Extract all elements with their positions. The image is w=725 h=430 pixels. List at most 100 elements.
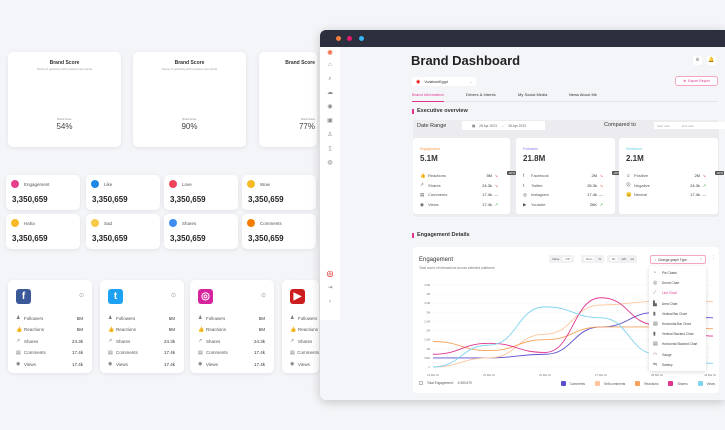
value-toggle[interactable]: Value Off	[549, 255, 575, 263]
menu-item-horizontal-bar-chart[interactable]: ▤ Horizontal Bar Chart	[649, 319, 706, 329]
num-option[interactable]: Num	[584, 257, 595, 261]
export-report-button[interactable]: ⊕ Export Report	[675, 76, 718, 86]
value-off[interactable]: Off	[563, 257, 572, 261]
social-stat-row: 👍 Reactions 5M	[198, 325, 265, 335]
window-dot-orange[interactable]	[336, 36, 341, 41]
gauge-label: Brand Score	[57, 118, 72, 121]
hierarchy-icon[interactable]: ♙	[327, 132, 333, 138]
trend-up-icon: ↗	[599, 202, 603, 208]
instagram-icon: ◎	[523, 191, 527, 197]
eye-icon[interactable]: ◉	[327, 104, 333, 110]
percent-option[interactable]: %	[598, 257, 602, 261]
menu-item-vertical-bar-chart[interactable]: ▮ Vertical Bar Chart	[649, 309, 706, 319]
brain-icon[interactable]: ☁	[327, 90, 333, 96]
row-value: 17.4k	[690, 192, 700, 198]
start-placeholder: Start date	[657, 123, 671, 128]
y-tick-label: 4.5M	[424, 283, 430, 287]
row-label: Facebook	[531, 173, 549, 178]
comments-icon: ▤	[198, 349, 203, 356]
legend-item[interactable]: Self-comments	[594, 381, 625, 386]
menu-item-area-chart[interactable]: ▙ Area Chart	[649, 299, 706, 309]
menu-item-line-chart[interactable]: ⟋ Line Chart	[649, 288, 706, 298]
globe-icon[interactable]: ◍	[327, 160, 333, 166]
social-stat-row: ♟ Followers 5M	[198, 313, 265, 323]
row-value: 26K	[589, 202, 597, 208]
stat-value: 21.8M	[523, 154, 546, 163]
shares-icon	[169, 219, 177, 227]
window-dot-pink[interactable]	[347, 36, 352, 41]
more-icon[interactable]: ⋮	[711, 255, 716, 261]
menu-item-gauge[interactable]: ◠ Gauge	[649, 350, 706, 360]
compare-date-input[interactable]: Start date End date	[654, 122, 725, 129]
stat-row: 😐 Neutral 17.4k —	[626, 190, 708, 199]
social-stat-row: ♟ Followers	[290, 313, 319, 323]
menu-item-vertical-stacked-chart[interactable]: ▮ Vertical Stacked Chart	[649, 329, 706, 339]
home-icon[interactable]: ⌂	[328, 62, 332, 68]
x-tick-label: 26 Mar 22	[539, 373, 551, 377]
stat-label: Followers	[24, 315, 44, 321]
row-label: Twitter	[531, 182, 543, 188]
total-checkbox[interactable]	[419, 381, 423, 385]
social-stat-row: ↗ Shares 24.3k	[198, 336, 265, 346]
date-range-input[interactable]: ▦ 28 Apr 2023 → 28 Apr 2023	[462, 121, 545, 130]
tab-brand-information[interactable]: Brand Information	[412, 92, 444, 102]
time-1d[interactable]: 1d	[630, 257, 634, 261]
stat-value: 17.4k	[163, 350, 175, 355]
trophy-icon[interactable]: ♕	[693, 56, 702, 65]
stat-value: 17.4k	[253, 350, 265, 355]
legend-item[interactable]: Shares	[668, 381, 688, 386]
followers-icon: ♟	[108, 315, 113, 321]
legend-item[interactable]: Reactions	[635, 381, 658, 386]
chart-icon: ◔	[654, 257, 656, 262]
tab-news-about-me[interactable]: News About Me	[569, 92, 598, 97]
tab-my-social-media[interactable]: My Social Media	[518, 92, 548, 97]
num-toggle[interactable]: Num%	[581, 255, 605, 263]
wow-icon	[247, 180, 255, 188]
row-label: Views	[428, 202, 439, 208]
legend-item[interactable]: Views	[697, 381, 715, 386]
menu-item-sankey[interactable]: ⇋ Sankey	[649, 360, 706, 370]
graph-type-select[interactable]: ◔ Change graph Type ⌃	[650, 255, 706, 264]
stat-card-engagement: Engagement 5.1M 👍 Reactions 5M ↘ ↗ Shares 24.3k ↘…	[413, 138, 516, 214]
legend-item[interactable]: Comments	[560, 381, 585, 386]
tile-label: Love	[182, 182, 192, 187]
search-icon[interactable]: ⌕	[328, 76, 332, 82]
stat-key: Followers	[523, 147, 538, 151]
sankey-icon: ⇋	[653, 361, 658, 368]
stat-label: Reactions	[24, 327, 45, 332]
tile-label: Comments	[260, 221, 282, 226]
date-start: 28 Apr 2023	[479, 123, 497, 128]
bell-icon[interactable]: 🔔	[707, 56, 716, 65]
social-card-facebook: f ⊙ ♟ Followers 5M 👍 Reactions 5M ↗ Shares 24.3k ▤ C…	[8, 280, 92, 373]
brand-select[interactable]: ◉ VodafoneEgypt ⌄	[412, 77, 476, 86]
stat-row: ◉ Views 17.4k ↗	[420, 200, 500, 209]
database-icon[interactable]: ▯	[328, 146, 332, 152]
logout-icon[interactable]: ⇥	[327, 285, 333, 291]
info-icon[interactable]: ⊙	[260, 293, 266, 299]
stat-label: Comments	[116, 350, 138, 355]
info-icon[interactable]: ⊙	[78, 293, 84, 299]
social-stat-row: ♟ Followers 5M	[16, 313, 83, 323]
tab-drivers-intents[interactable]: Drivers & Intents	[466, 92, 496, 97]
info-icon[interactable]: ⊙	[170, 293, 176, 299]
expand-icon[interactable]: ›	[329, 299, 331, 305]
report-icon[interactable]: ▣	[327, 118, 333, 124]
shares-icon: ↗	[16, 338, 21, 344]
time-12h[interactable]: 12h	[621, 257, 627, 261]
stat-value: 5.1M	[420, 154, 438, 163]
reaction-tile: Sad 3,350,659	[86, 214, 160, 249]
window-dot-blue[interactable]	[359, 36, 364, 41]
stat-value: 2.1M	[626, 154, 644, 163]
trend-down-icon: ↘	[599, 173, 603, 178]
menu-item-horizontal-stacked-chart[interactable]: ▤ Horizontal Stacked Chart	[649, 339, 706, 349]
social-stat-row: 👍 Reactions 5M	[16, 325, 83, 335]
time-toggle[interactable]: 6h 12h 1d	[607, 255, 637, 263]
time-6h[interactable]: 6h	[610, 257, 618, 261]
menu-item-donut-chart[interactable]: ◎ Donut Chart	[649, 278, 706, 288]
gauge-value: 77%	[298, 122, 315, 131]
instagram-logo-icon: ◎	[198, 289, 213, 304]
menu-item-pie-charts[interactable]: ◔ Pie Charts	[649, 268, 706, 278]
stat-value: 5M	[168, 327, 175, 332]
legend-swatch	[668, 381, 674, 386]
vertical-stacked-chart-icon: ▮	[653, 331, 656, 338]
